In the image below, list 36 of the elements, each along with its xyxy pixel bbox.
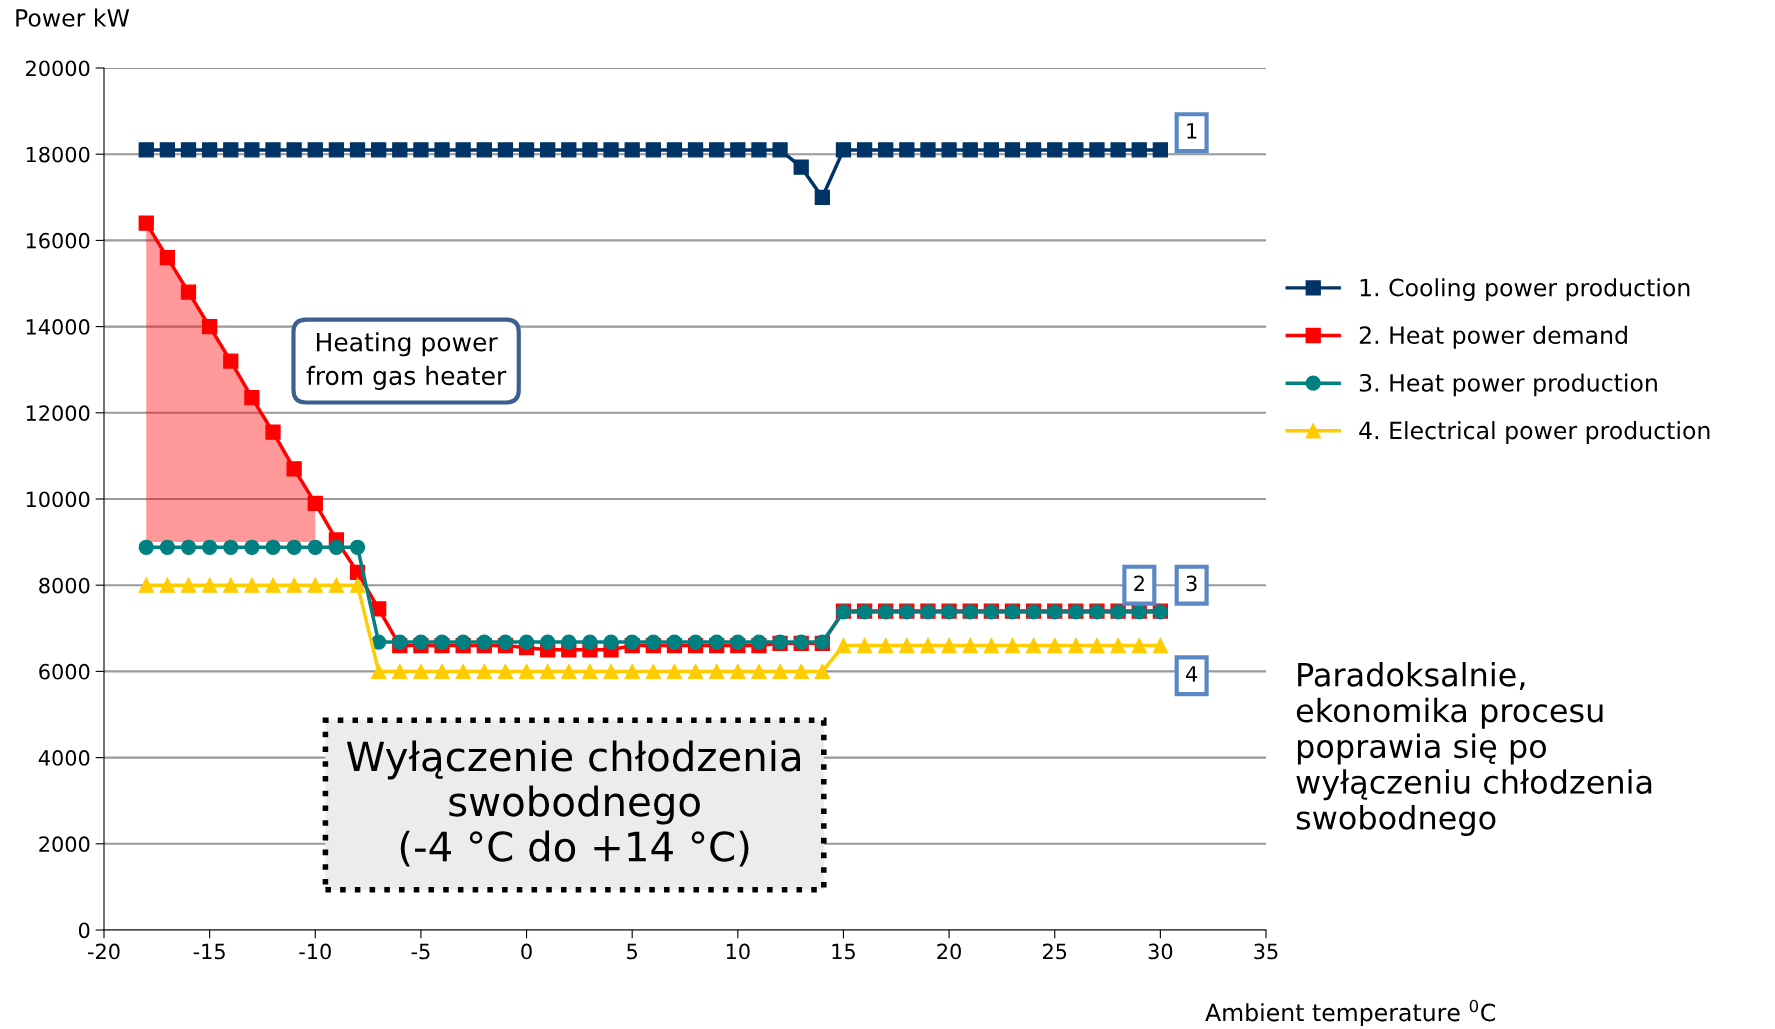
y-axis-title: Power kW [16, 8, 130, 27]
y-tick-label: 0 [78, 922, 90, 939]
x-tick-label: 0 [521, 943, 532, 960]
y-tick-label: 18000 [26, 146, 90, 163]
x-tick-label: -15 [193, 943, 225, 960]
annotation: 3 [1186, 575, 1197, 592]
text: Paradoksalnie, ekonomika procesu poprawia się po wyłączeniu chłodzenia swobodnego [1296, 661, 1652, 836]
y-tick-label: 10000 [26, 491, 90, 508]
y-tick-label: 14000 [26, 319, 90, 335]
y-tick-label: 2000 [39, 836, 90, 853]
annotation: Wyłączenie chłodzenia swobodnego (-4 °C do +14 °C) [346, 740, 800, 867]
x-tick-label: -10 [299, 943, 331, 960]
x-axis-title: Ambient temperature $^{0}$C [1205, 999, 1495, 1026]
annotation: 4 [1186, 666, 1198, 682]
x-tick-label: 5 [627, 943, 637, 960]
annotation: 1 [1187, 123, 1197, 139]
legend-label: 3. Heat power production [1359, 373, 1657, 397]
annotation: 2 [1134, 575, 1144, 591]
annotation: Heating power from gas heater [306, 332, 507, 391]
x-tick-label: 20 [937, 943, 961, 960]
legend-label: 1. Cooling power production [1360, 278, 1690, 302]
y-tick-label: 8000 [39, 577, 90, 594]
y-tick-label: 6000 [39, 663, 90, 680]
x-tick-label: -5 [411, 943, 430, 960]
x-tick-label: 10 [726, 943, 750, 960]
x-tick-label: 30 [1148, 943, 1173, 960]
legend-label: 2. Heat power demand [1359, 325, 1627, 349]
y-tick-label: 16000 [26, 232, 90, 249]
x-tick-label: 35 [1254, 943, 1278, 960]
x-tick-label: -20 [88, 943, 120, 960]
y-tick-label: 12000 [26, 405, 90, 422]
legend-label: 4. Electrical power production [1359, 421, 1710, 444]
y-tick-label: 4000 [38, 750, 90, 766]
x-tick-label: 15 [832, 943, 855, 960]
x-tick-label: 25 [1043, 943, 1067, 960]
y-tick-label: 20000 [26, 60, 90, 77]
